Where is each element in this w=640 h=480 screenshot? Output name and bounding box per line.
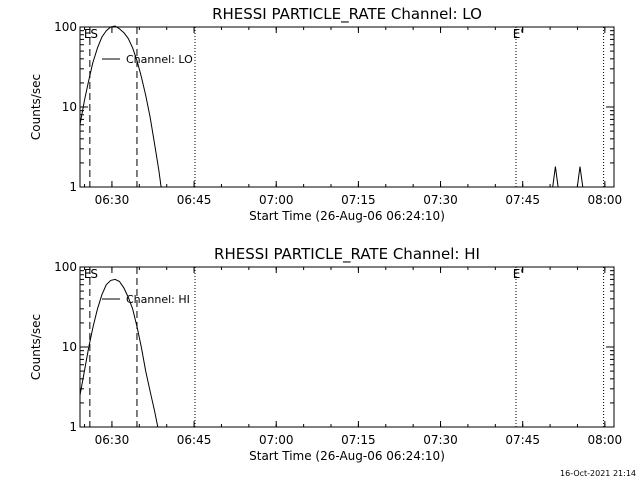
legend-label: Channel: HI: [126, 293, 190, 306]
chart-title: RHESSI PARTICLE_RATE Channel: LO: [212, 5, 482, 24]
x-axis-label: Start Time (26-Aug-06 06:24:10): [249, 449, 445, 463]
generation-timestamp: 16-Oct-2021 21:14: [560, 469, 636, 478]
marker-annotation: E: [84, 267, 92, 281]
x-tick-label: 06:45: [177, 193, 212, 207]
data-series-line: [576, 166, 584, 188]
x-tick-label: 07:00: [259, 433, 294, 447]
x-tick-label: 07:30: [423, 433, 458, 447]
y-tick-label: 1: [69, 180, 77, 194]
x-tick-label: 07:45: [505, 193, 540, 207]
data-series-line: [79, 278, 159, 428]
x-tick-label: 06:45: [177, 433, 212, 447]
y-axis-label: Counts/sec: [29, 314, 43, 380]
data-series-line: [79, 25, 162, 188]
y-tick-label: 10: [62, 100, 77, 114]
chart-panel-2: [79, 266, 615, 428]
chart-title: RHESSI PARTICLE_RATE Channel: HI: [214, 245, 480, 264]
x-tick-label: 07:30: [423, 193, 458, 207]
x-tick-label: 07:15: [341, 193, 376, 207]
data-series-line: [552, 166, 559, 188]
marker-annotation: S: [90, 267, 98, 281]
marker-annotation: E: [84, 27, 92, 41]
y-tick-label: 100: [54, 260, 77, 274]
x-tick-label: 07:45: [505, 433, 540, 447]
marker-annotation: S: [90, 27, 98, 41]
plot-frame: [79, 266, 615, 428]
x-tick-label: 06:30: [95, 193, 130, 207]
y-tick-label: 1: [69, 420, 77, 434]
legend-label: Channel: LO: [126, 53, 193, 66]
x-tick-label: 08:00: [588, 433, 623, 447]
marker-annotation: E': [513, 267, 524, 281]
x-tick-label: 08:00: [588, 193, 623, 207]
y-axis-label: Counts/sec: [29, 74, 43, 140]
y-tick-label: 100: [54, 20, 77, 34]
chart-panel-1: [79, 25, 615, 188]
x-axis-label: Start Time (26-Aug-06 06:24:10): [249, 209, 445, 223]
x-tick-label: 07:15: [341, 433, 376, 447]
marker-annotation: E': [513, 27, 524, 41]
x-tick-label: 06:30: [95, 433, 130, 447]
y-tick-label: 10: [62, 340, 77, 354]
plot-frame: [79, 26, 615, 188]
x-tick-label: 07:00: [259, 193, 294, 207]
